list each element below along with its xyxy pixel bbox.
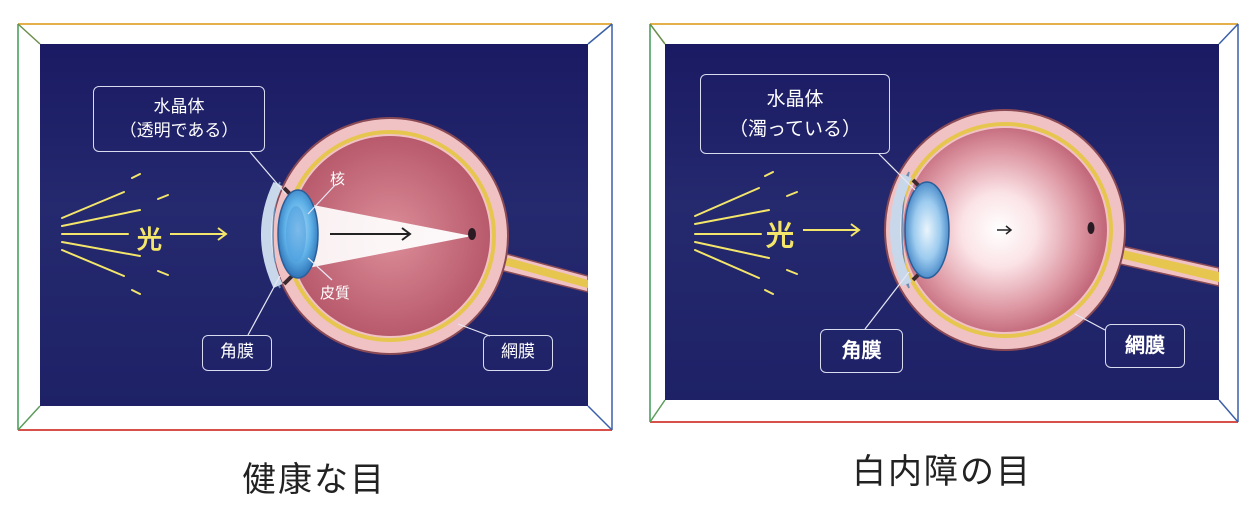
- cornea-label: 角膜: [841, 338, 882, 362]
- healthy-eye-panel: 水晶体 （透明である） 核 皮質 角膜 網膜 光 健康な目: [17, 23, 613, 500]
- light-label: 光: [766, 219, 795, 252]
- retina-callout: 網膜: [483, 335, 553, 371]
- lens-state-label: （透明である）: [119, 121, 239, 141]
- light-arrow: [803, 223, 861, 237]
- cortex-label: 皮質: [320, 284, 351, 302]
- retina-callout: 網膜: [1105, 324, 1185, 368]
- light-label: 光: [137, 225, 163, 254]
- panel-frame: [649, 23, 1239, 423]
- lens-callout: 水晶体 （濁っている）: [700, 74, 890, 154]
- cornea-label: 角膜: [220, 342, 254, 362]
- lens-label: 水晶体: [153, 97, 205, 117]
- panel-frame: [17, 23, 613, 431]
- light-arrow: [170, 227, 228, 241]
- nucleus-label: 核: [330, 170, 346, 188]
- retina-label: 網膜: [501, 342, 535, 362]
- light-rays: [694, 171, 798, 295]
- eye-illustration: [694, 109, 1219, 351]
- eye-illustration: [61, 117, 588, 355]
- eye-diagram-scene: 水晶体 （透明である） 核 皮質 角膜 網膜 光: [40, 44, 588, 406]
- lens-label: 水晶体: [766, 88, 824, 110]
- panel-caption: 白内障の目: [852, 452, 1032, 492]
- light-rays: [61, 173, 169, 295]
- lens-callout: 水晶体 （透明である）: [93, 86, 265, 152]
- cataract-eye-panel: 水晶体 （濁っている） 角膜 網膜 光 白内障の目: [628, 0, 1256, 520]
- cornea-callout: 角膜: [202, 335, 272, 371]
- cornea-callout: 角膜: [820, 329, 903, 373]
- eye-diagram-scene: 水晶体 （濁っている） 角膜 網膜 光: [665, 44, 1219, 400]
- panel-caption: 健康な目: [242, 460, 386, 500]
- retina-label: 網膜: [1125, 333, 1165, 357]
- lens-state-label: （濁っている）: [728, 118, 862, 140]
